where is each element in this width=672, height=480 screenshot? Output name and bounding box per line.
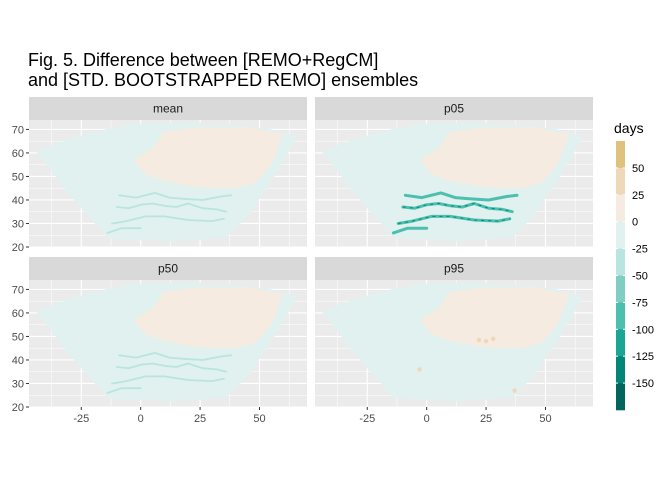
legend-color-bin	[616, 302, 625, 330]
legend-color-bin	[616, 329, 625, 357]
legend-color-bin	[616, 356, 625, 384]
mediterranean-coast-cells	[106, 387, 142, 394]
legend-color-bin	[616, 194, 625, 222]
facet-panel-p95: p95	[315, 257, 593, 408]
mediterranean-coast-cells	[116, 362, 228, 373]
y-tick-label: 20	[12, 242, 24, 254]
mediterranean-coast-cells-intense	[398, 215, 510, 224]
y-tick-label: 20	[12, 402, 24, 414]
legend-color-bin	[616, 141, 625, 169]
map-layer	[36, 122, 298, 242]
y-tick-label: 50	[12, 171, 24, 183]
facet-strip-p05	[315, 97, 593, 120]
hotspot-cell	[483, 338, 489, 344]
y-tick-label: 70	[12, 284, 24, 296]
region-north-east	[419, 127, 570, 189]
x-tick-label: -25	[73, 413, 89, 425]
legend-title: days	[614, 120, 644, 136]
x-tick-label: 25	[194, 413, 206, 425]
legend-label: -75	[632, 297, 648, 309]
map-layer	[322, 122, 584, 242]
y-tick-label: 30	[12, 218, 24, 230]
panels: mean p05 p50 p95	[29, 97, 593, 408]
facet-panel-p05: p05	[315, 97, 593, 248]
legend-label: 50	[632, 163, 644, 175]
mediterranean-coast-cells	[106, 227, 142, 234]
facet-panel-p50: p50	[29, 257, 307, 408]
x-tick-label: 50	[539, 413, 551, 425]
legend-label: -150	[632, 378, 654, 390]
chart-title-line-2: and [STD. BOOTSTRAPPED REMO] ensembles	[28, 70, 419, 90]
hotspot-cell	[512, 388, 517, 393]
hotspot-cell	[417, 367, 422, 372]
facet-strip-p50	[29, 257, 307, 280]
y-tick-label: 30	[12, 378, 24, 390]
x-tick-label: 0	[424, 413, 430, 425]
y-tick-label: 60	[12, 308, 24, 320]
y-tick-label: 60	[12, 148, 24, 160]
y-tick-label: 40	[12, 195, 24, 207]
mediterranean-coast-cells	[111, 375, 225, 385]
facet-strip-label: p50	[158, 262, 178, 276]
map-layer	[322, 282, 584, 402]
mediterranean-coast-cells	[401, 202, 514, 214]
x-tick-label: 25	[480, 413, 492, 425]
facet-strip-mean	[29, 97, 307, 120]
mediterranean-coast-cells	[118, 352, 232, 361]
legend-label: -125	[632, 351, 654, 363]
axes: 20 30 40 50 60 70 20 30 40 50 60 70 -25 0 25 50 -25 0 25 50	[12, 124, 552, 425]
chart-title-line-1: Fig. 5. Difference between [REMO+RegCM]	[28, 50, 379, 70]
legend: days 50 25 0 -25 -50 -75 -100 -125 -150	[614, 120, 654, 411]
mediterranean-coast-cells	[118, 192, 232, 201]
mediterranean-coast-cells	[391, 226, 429, 235]
legend-color-bin	[616, 248, 625, 276]
x-tick-label: 0	[138, 413, 144, 425]
y-tick-label: 50	[12, 331, 24, 343]
y-tick-label: 70	[12, 124, 24, 136]
legend-color-bin	[616, 167, 625, 196]
facet-strip-label: p95	[444, 262, 464, 276]
region-north-east	[133, 287, 284, 349]
region-north-east	[133, 127, 284, 189]
mediterranean-coast-cells	[116, 202, 228, 213]
facet-strip-p95	[315, 257, 593, 280]
legend-label: 0	[632, 217, 638, 229]
facet-strip-label: mean	[153, 102, 183, 116]
legend-label: -25	[632, 244, 648, 256]
facet-strip-label: p05	[444, 102, 464, 116]
legend-color-bin	[616, 221, 625, 249]
legend-label: 25	[632, 190, 644, 202]
region-north-east	[419, 287, 570, 349]
legend-label: -50	[632, 271, 648, 283]
hotspot-cell	[491, 336, 496, 341]
mediterranean-coast-cells	[111, 215, 225, 225]
legend-color-bin	[616, 275, 625, 303]
legend-color-bin	[616, 383, 625, 411]
facet-panel-mean: mean	[29, 97, 307, 248]
y-tick-label: 40	[12, 355, 24, 367]
map-layer	[36, 282, 298, 402]
x-tick-label: 50	[253, 413, 265, 425]
legend-label: -100	[632, 324, 654, 336]
mediterranean-coast-cells	[403, 191, 519, 202]
x-tick-label: -25	[359, 413, 375, 425]
hotspot-cell	[476, 337, 482, 343]
